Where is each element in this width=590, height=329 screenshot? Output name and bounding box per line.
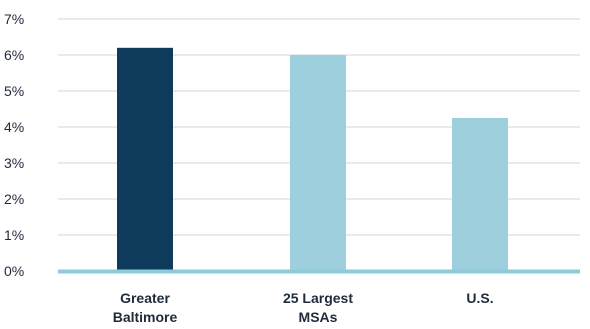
x-axis-labels: Greater Baltimore 25 Largest MSAs U.S. [113, 290, 494, 325]
y-tick-label: 4% [4, 119, 24, 135]
y-tick-label: 5% [4, 83, 24, 99]
bars [117, 47, 508, 271]
x-axis-baseline [58, 269, 580, 274]
y-axis-ticks: 0% 1% 2% 3% 4% 5% 6% 7% [4, 11, 24, 279]
x-category-label-line: Baltimore [113, 309, 178, 325]
y-tick-label: 1% [4, 227, 24, 243]
y-tick-label: 2% [4, 191, 24, 207]
y-tick-label: 7% [4, 11, 24, 27]
x-category-label: Greater Baltimore [113, 290, 178, 325]
baseline [58, 269, 580, 274]
bar [452, 118, 508, 271]
x-category-label-line: MSAs [299, 309, 338, 325]
x-category-label-line: Greater [120, 290, 170, 306]
y-tick-label: 3% [4, 155, 24, 171]
y-tick-label: 0% [4, 263, 24, 279]
x-category-label: U.S. [466, 290, 493, 306]
x-category-label: 25 Largest MSAs [283, 290, 353, 325]
x-category-label-line: U.S. [466, 290, 493, 306]
bar [117, 47, 173, 271]
y-tick-label: 6% [4, 47, 24, 63]
bar [290, 55, 346, 271]
x-category-label-line: 25 Largest [283, 290, 353, 306]
